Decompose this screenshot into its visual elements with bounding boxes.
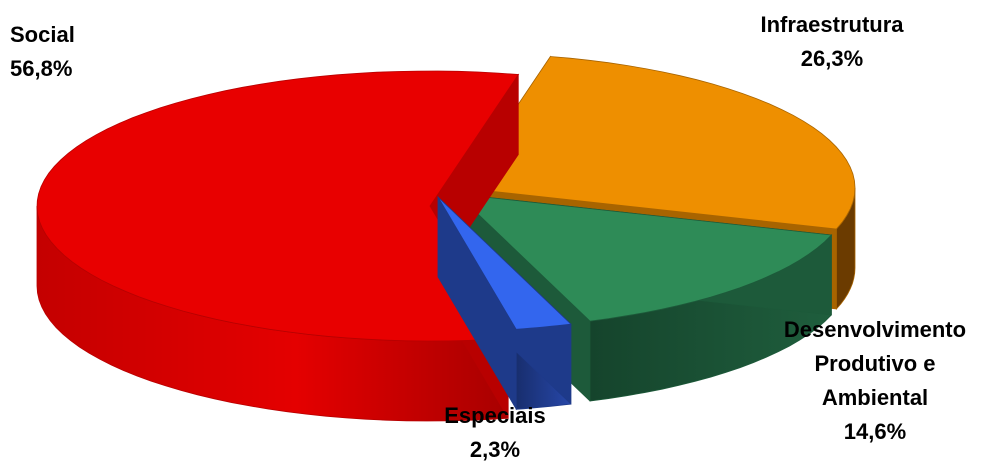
slice-label-infraestrutura: Infraestrutura 26,3%	[727, 8, 937, 76]
slice-name: Social	[10, 22, 75, 47]
slice-top	[461, 56, 856, 230]
slice-percent: 56,8%	[10, 56, 73, 81]
slice-name: Infraestrutura	[760, 12, 904, 37]
slice-percent: 14,6%	[843, 419, 907, 444]
slice-percent: 2,3%	[469, 437, 521, 462]
slice-top	[36, 70, 520, 342]
slice-label-social: Social 56,8%	[10, 18, 75, 86]
slice-top	[437, 196, 572, 330]
slice-name: Especiais	[444, 403, 546, 428]
slice-name-line: Produtivo e	[814, 351, 936, 376]
slice-name-line: Ambiental	[821, 385, 929, 410]
pie-slice-especiais	[437, 195, 572, 411]
slice-percent: 26,3%	[800, 46, 864, 71]
slice-name-line: Desenvolvimento	[783, 317, 967, 342]
slice-label-desenvolvimento: Desenvolvimento Produtivo e Ambiental 14…	[757, 313, 993, 449]
slice-top	[455, 193, 833, 322]
slice-label-especiais: Especiais 2,3%	[405, 399, 585, 467]
